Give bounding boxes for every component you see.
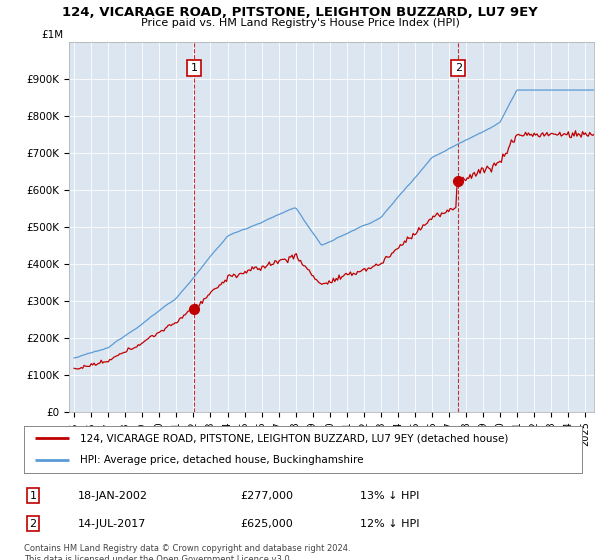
Text: 124, VICARAGE ROAD, PITSTONE, LEIGHTON BUZZARD, LU7 9EY: 124, VICARAGE ROAD, PITSTONE, LEIGHTON B…	[62, 6, 538, 18]
Text: £625,000: £625,000	[240, 519, 293, 529]
Text: 1: 1	[29, 491, 37, 501]
Text: 2: 2	[29, 519, 37, 529]
Text: £277,000: £277,000	[240, 491, 293, 501]
Text: 124, VICARAGE ROAD, PITSTONE, LEIGHTON BUZZARD, LU7 9EY (detached house): 124, VICARAGE ROAD, PITSTONE, LEIGHTON B…	[80, 433, 508, 444]
Text: HPI: Average price, detached house, Buckinghamshire: HPI: Average price, detached house, Buck…	[80, 455, 364, 465]
Text: Price paid vs. HM Land Registry's House Price Index (HPI): Price paid vs. HM Land Registry's House …	[140, 18, 460, 28]
Text: 1: 1	[191, 63, 198, 73]
Text: 2: 2	[455, 63, 462, 73]
Text: 12% ↓ HPI: 12% ↓ HPI	[360, 519, 419, 529]
Text: 13% ↓ HPI: 13% ↓ HPI	[360, 491, 419, 501]
Text: 14-JUL-2017: 14-JUL-2017	[78, 519, 146, 529]
Text: 18-JAN-2002: 18-JAN-2002	[78, 491, 148, 501]
Text: £1M: £1M	[41, 30, 64, 40]
Text: Contains HM Land Registry data © Crown copyright and database right 2024.
This d: Contains HM Land Registry data © Crown c…	[24, 544, 350, 560]
